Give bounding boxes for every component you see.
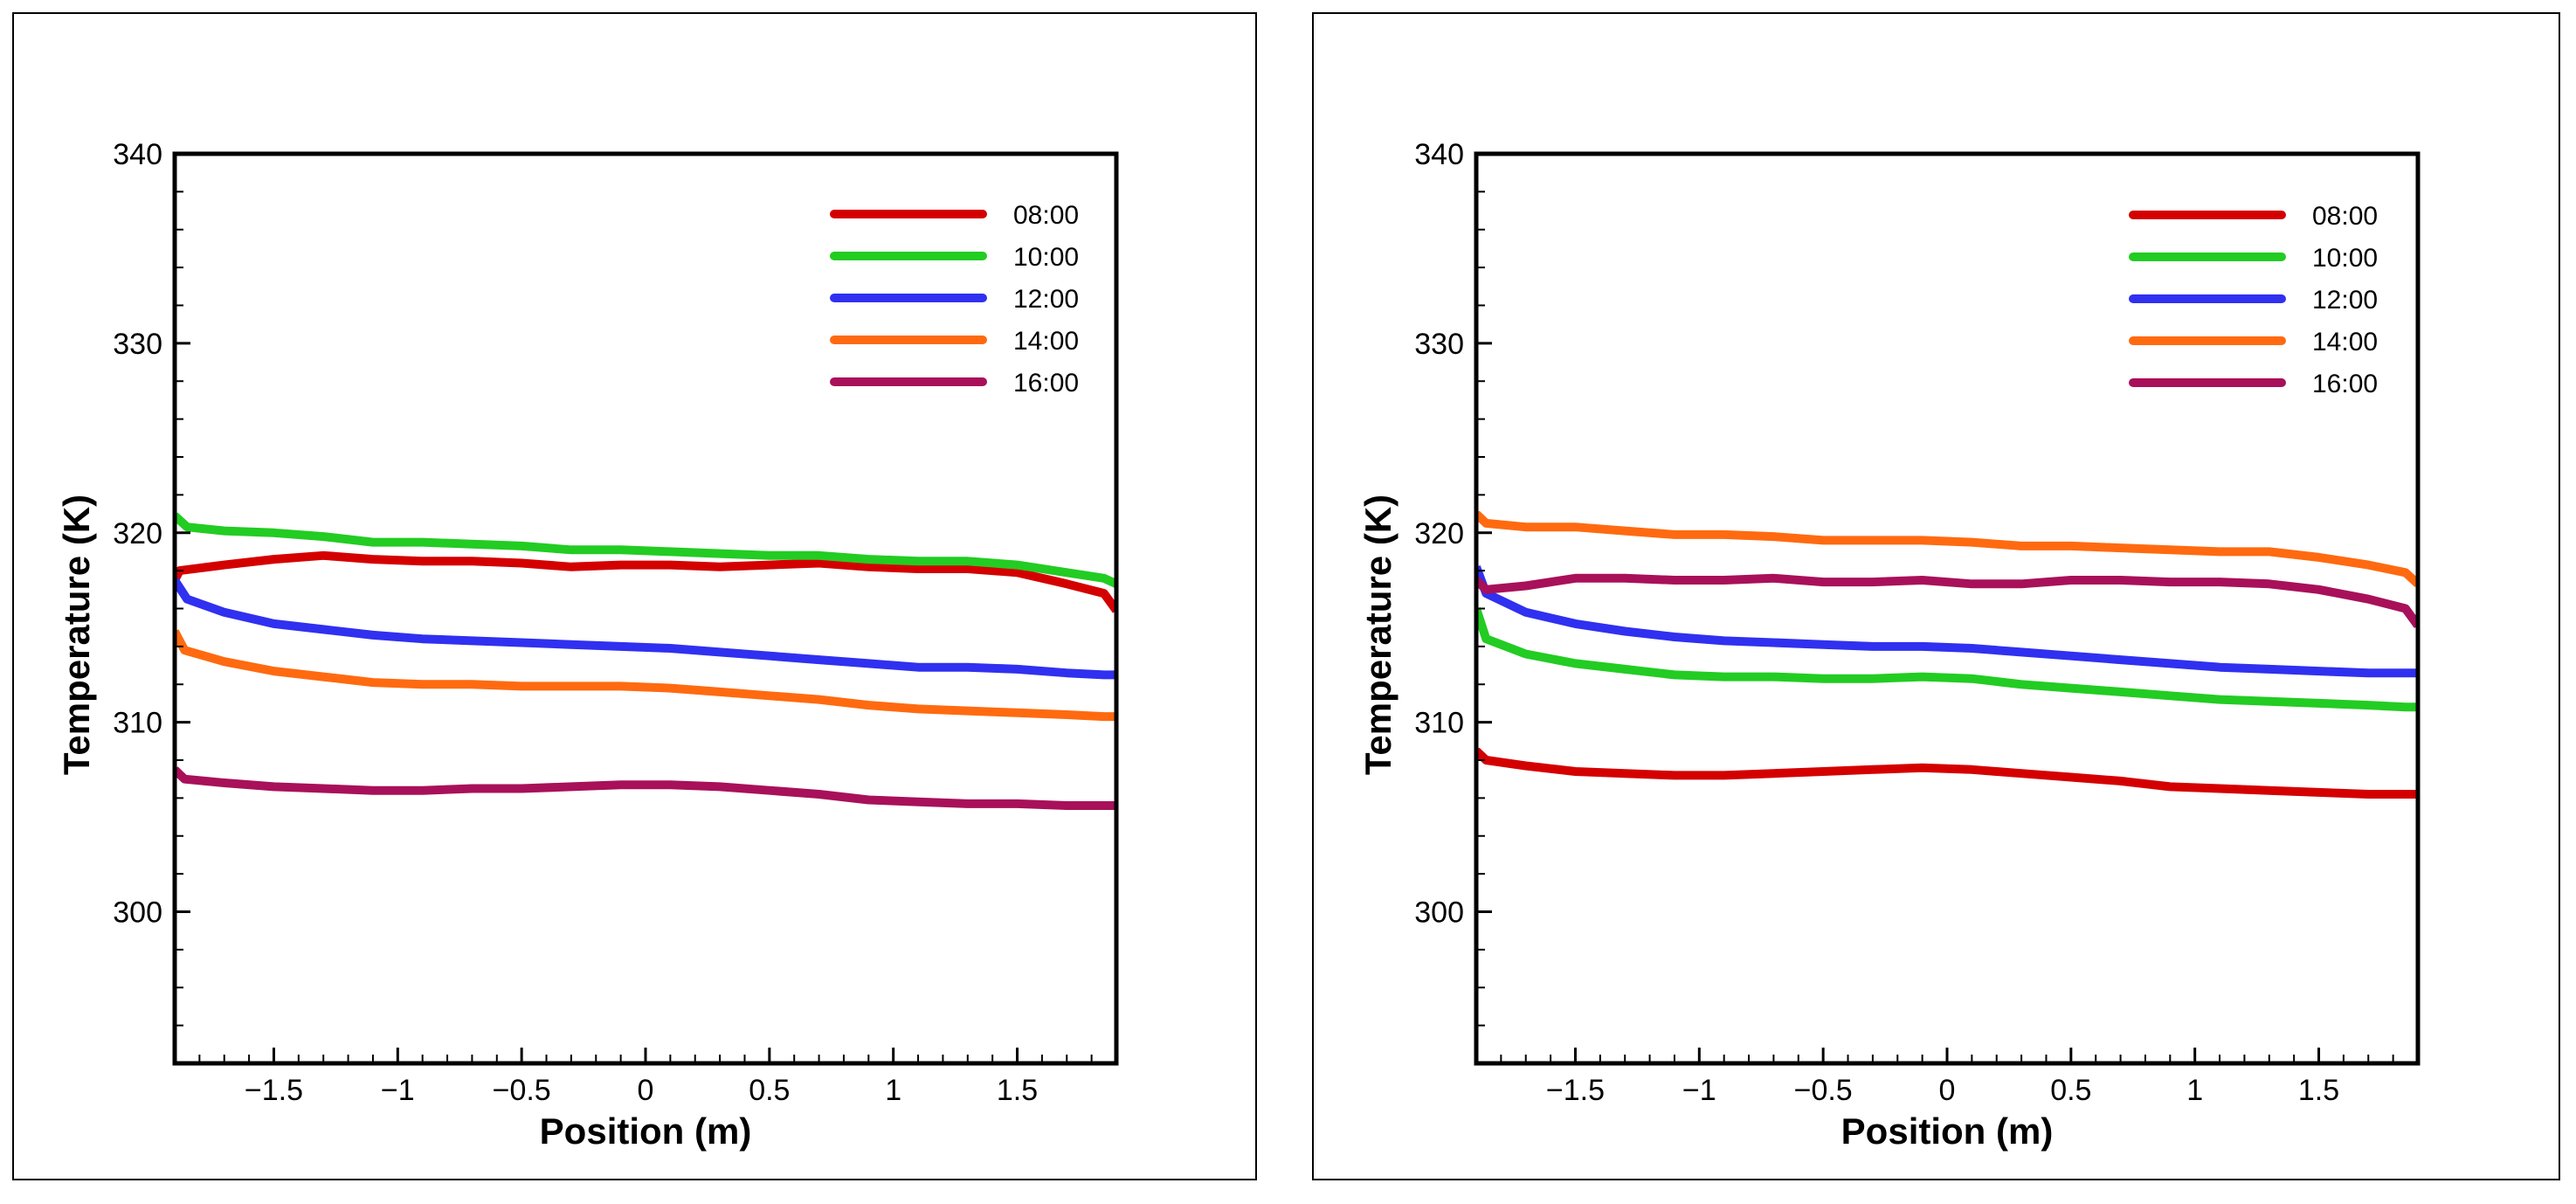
right-chart-y-tick-label: 320 bbox=[1414, 517, 1464, 550]
left-chart-legend: 08:00 10:00 12:00 14:00 16:00 bbox=[830, 201, 1079, 398]
right-chart-series-1600 bbox=[1476, 573, 2418, 628]
right-chart-legend-label: 08:00 bbox=[2312, 202, 2378, 231]
right-chart-y-tick-label: 340 bbox=[1414, 138, 1464, 171]
right-chart-series-1000 bbox=[1476, 606, 2418, 712]
right-chart-legend-label: 12:00 bbox=[2312, 286, 2378, 315]
right-chart-x-tick-label: −1.5 bbox=[1546, 1074, 1605, 1107]
right-chart-series-0800 bbox=[1476, 747, 2418, 799]
left-chart-y-tick-label: 340 bbox=[113, 138, 162, 171]
left-chart-x-tick-label: 0 bbox=[638, 1074, 654, 1107]
left-chart-legend-label: 12:00 bbox=[1013, 285, 1079, 314]
left-chart-y-tick-label: 320 bbox=[113, 517, 162, 550]
left-chart-y-tick-label: 330 bbox=[113, 328, 162, 361]
left-chart-legend-label: 10:00 bbox=[1013, 243, 1079, 272]
right-chart-legend-label: 16:00 bbox=[2312, 370, 2378, 398]
left-chart-legend-label: 14:00 bbox=[1013, 327, 1079, 356]
right-chart-x-tick-label: 0 bbox=[1939, 1074, 1956, 1107]
left-chart-series-group bbox=[175, 512, 1116, 810]
left-chart-x-tick-label: −0.5 bbox=[493, 1074, 551, 1107]
right-chart-legend: 08:00 10:00 12:00 14:00 16:00 bbox=[2129, 202, 2378, 398]
right-chart-x-tick-label: −1 bbox=[1682, 1074, 1716, 1107]
left-chart-y-tick-label: 310 bbox=[113, 707, 162, 740]
left-chart-y-tick-label: 300 bbox=[113, 896, 162, 930]
right-chart-y-tick-label: 330 bbox=[1414, 328, 1464, 361]
right-chart-y-tick-label: 310 bbox=[1414, 707, 1464, 740]
left-chart-x-tick-label: −1.5 bbox=[245, 1074, 303, 1107]
right-chart-y-tick-label: 300 bbox=[1414, 896, 1464, 930]
left-chart-series-1600 bbox=[175, 766, 1116, 810]
right-chart-series-group bbox=[1476, 510, 2418, 799]
left-chart-series-1000 bbox=[175, 512, 1116, 588]
right-chart-series-1200 bbox=[1476, 565, 2418, 678]
left-chart-series-0800 bbox=[175, 550, 1116, 613]
left-chart-legend-label: 16:00 bbox=[1013, 369, 1079, 398]
right-chart-x-tick-label: 1.5 bbox=[2298, 1074, 2339, 1107]
left-chart-frame bbox=[12, 12, 1257, 1180]
right-chart-legend-label: 14:00 bbox=[2312, 328, 2378, 356]
left-chart-legend-label: 08:00 bbox=[1013, 201, 1079, 230]
left-chart-x-tick-label: −1 bbox=[381, 1074, 415, 1107]
right-chart-legend-label: 10:00 bbox=[2312, 244, 2378, 273]
right-chart-x-tick-label: 0.5 bbox=[2050, 1074, 2091, 1107]
left-chart-x-tick-label: 1.5 bbox=[997, 1074, 1038, 1107]
left-chart-x-tick-label: 0.5 bbox=[749, 1074, 790, 1107]
right-chart-y-axis-title: Temperature (K) bbox=[1357, 495, 1398, 775]
right-chart-x-tick-label: −0.5 bbox=[1794, 1074, 1853, 1107]
right-chart: 300 310 320 330 340 −1.5 −1 −0.5 0 0.5 1 1.5 Positio… bbox=[1312, 12, 2560, 1180]
left-chart-y-axis-title: Temperature (K) bbox=[56, 495, 97, 775]
left-chart-x-axis-title: Position (m) bbox=[540, 1111, 752, 1152]
right-chart-x-tick-label: 1 bbox=[2186, 1074, 2203, 1107]
right-chart-series-1400 bbox=[1476, 510, 2418, 587]
left-chart: 300 310 320 330 340 −1.5 −1 −0.5 0 0.5 1 1.5 Positio… bbox=[12, 12, 1257, 1180]
right-chart-x-axis-title: Position (m) bbox=[1841, 1111, 2054, 1152]
left-chart-x-tick-label: 1 bbox=[885, 1074, 901, 1107]
left-chart-series-1200 bbox=[175, 578, 1116, 680]
left-chart-series-1400 bbox=[175, 629, 1116, 722]
